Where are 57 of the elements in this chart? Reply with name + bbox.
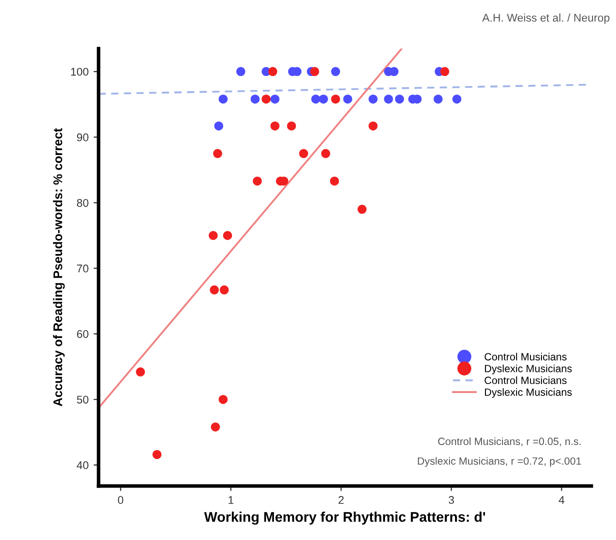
point bbox=[270, 121, 280, 130]
point bbox=[318, 94, 328, 104]
point bbox=[286, 121, 296, 130]
point bbox=[434, 94, 443, 104]
x-tick-label: 4 bbox=[558, 496, 564, 504]
text: A.H. Weiss et al. / Neurop bbox=[482, 14, 610, 24]
y-tick-label: 90 bbox=[77, 133, 88, 142]
legend-label: Dyslexic Musicians bbox=[485, 364, 572, 374]
y-tick-label: 50 bbox=[76, 396, 88, 404]
point bbox=[210, 422, 220, 432]
point bbox=[218, 94, 228, 104]
x-tick-label: 0 bbox=[118, 496, 124, 504]
point bbox=[321, 149, 330, 158]
legend-label: Control Musicians bbox=[484, 376, 567, 384]
point bbox=[136, 367, 145, 376]
legend-label: Dyslexic Musicians bbox=[485, 388, 572, 398]
y-axis-title: Accuracy of Reading Pseudo-words: % correct bbox=[53, 128, 65, 406]
point bbox=[208, 230, 218, 240]
point bbox=[214, 121, 224, 130]
point bbox=[213, 149, 222, 158]
point bbox=[331, 94, 340, 104]
point bbox=[330, 176, 339, 186]
y-tick-label: 100 bbox=[71, 68, 88, 76]
point bbox=[220, 285, 229, 294]
point bbox=[452, 94, 462, 104]
point bbox=[152, 450, 162, 460]
point bbox=[252, 176, 262, 186]
y-tick-label: 80 bbox=[76, 198, 88, 207]
y-tick-label: 60 bbox=[77, 330, 88, 338]
point bbox=[262, 94, 271, 104]
point bbox=[368, 121, 378, 130]
point bbox=[250, 94, 260, 104]
point bbox=[210, 285, 219, 294]
point bbox=[270, 94, 280, 104]
x-tick-label: 2 bbox=[338, 496, 344, 504]
point bbox=[358, 204, 367, 214]
point bbox=[311, 94, 320, 104]
point bbox=[384, 94, 394, 104]
point bbox=[368, 94, 378, 104]
point bbox=[218, 394, 228, 404]
annotation: Control Musicians, r =0.05, n.s. bbox=[438, 437, 581, 446]
x-tick-label: 3 bbox=[448, 496, 454, 504]
point bbox=[440, 67, 450, 76]
legend-label: Control Musicians bbox=[484, 352, 567, 360]
point bbox=[310, 67, 320, 76]
y-tick-label: 70 bbox=[77, 264, 88, 272]
point bbox=[331, 67, 340, 76]
point bbox=[268, 67, 278, 76]
y-tick-label: 40 bbox=[76, 461, 88, 470]
annotation: Dyslexic Musicians, r =0.72, p<.001 bbox=[418, 457, 581, 467]
x-axis-title: Working Memory for Rhythmic Patterns: d' bbox=[204, 512, 486, 525]
point bbox=[395, 94, 404, 104]
point bbox=[236, 67, 246, 76]
point bbox=[223, 230, 232, 240]
point bbox=[343, 94, 352, 104]
point bbox=[299, 149, 308, 158]
x-tick-label: 1 bbox=[228, 496, 234, 504]
